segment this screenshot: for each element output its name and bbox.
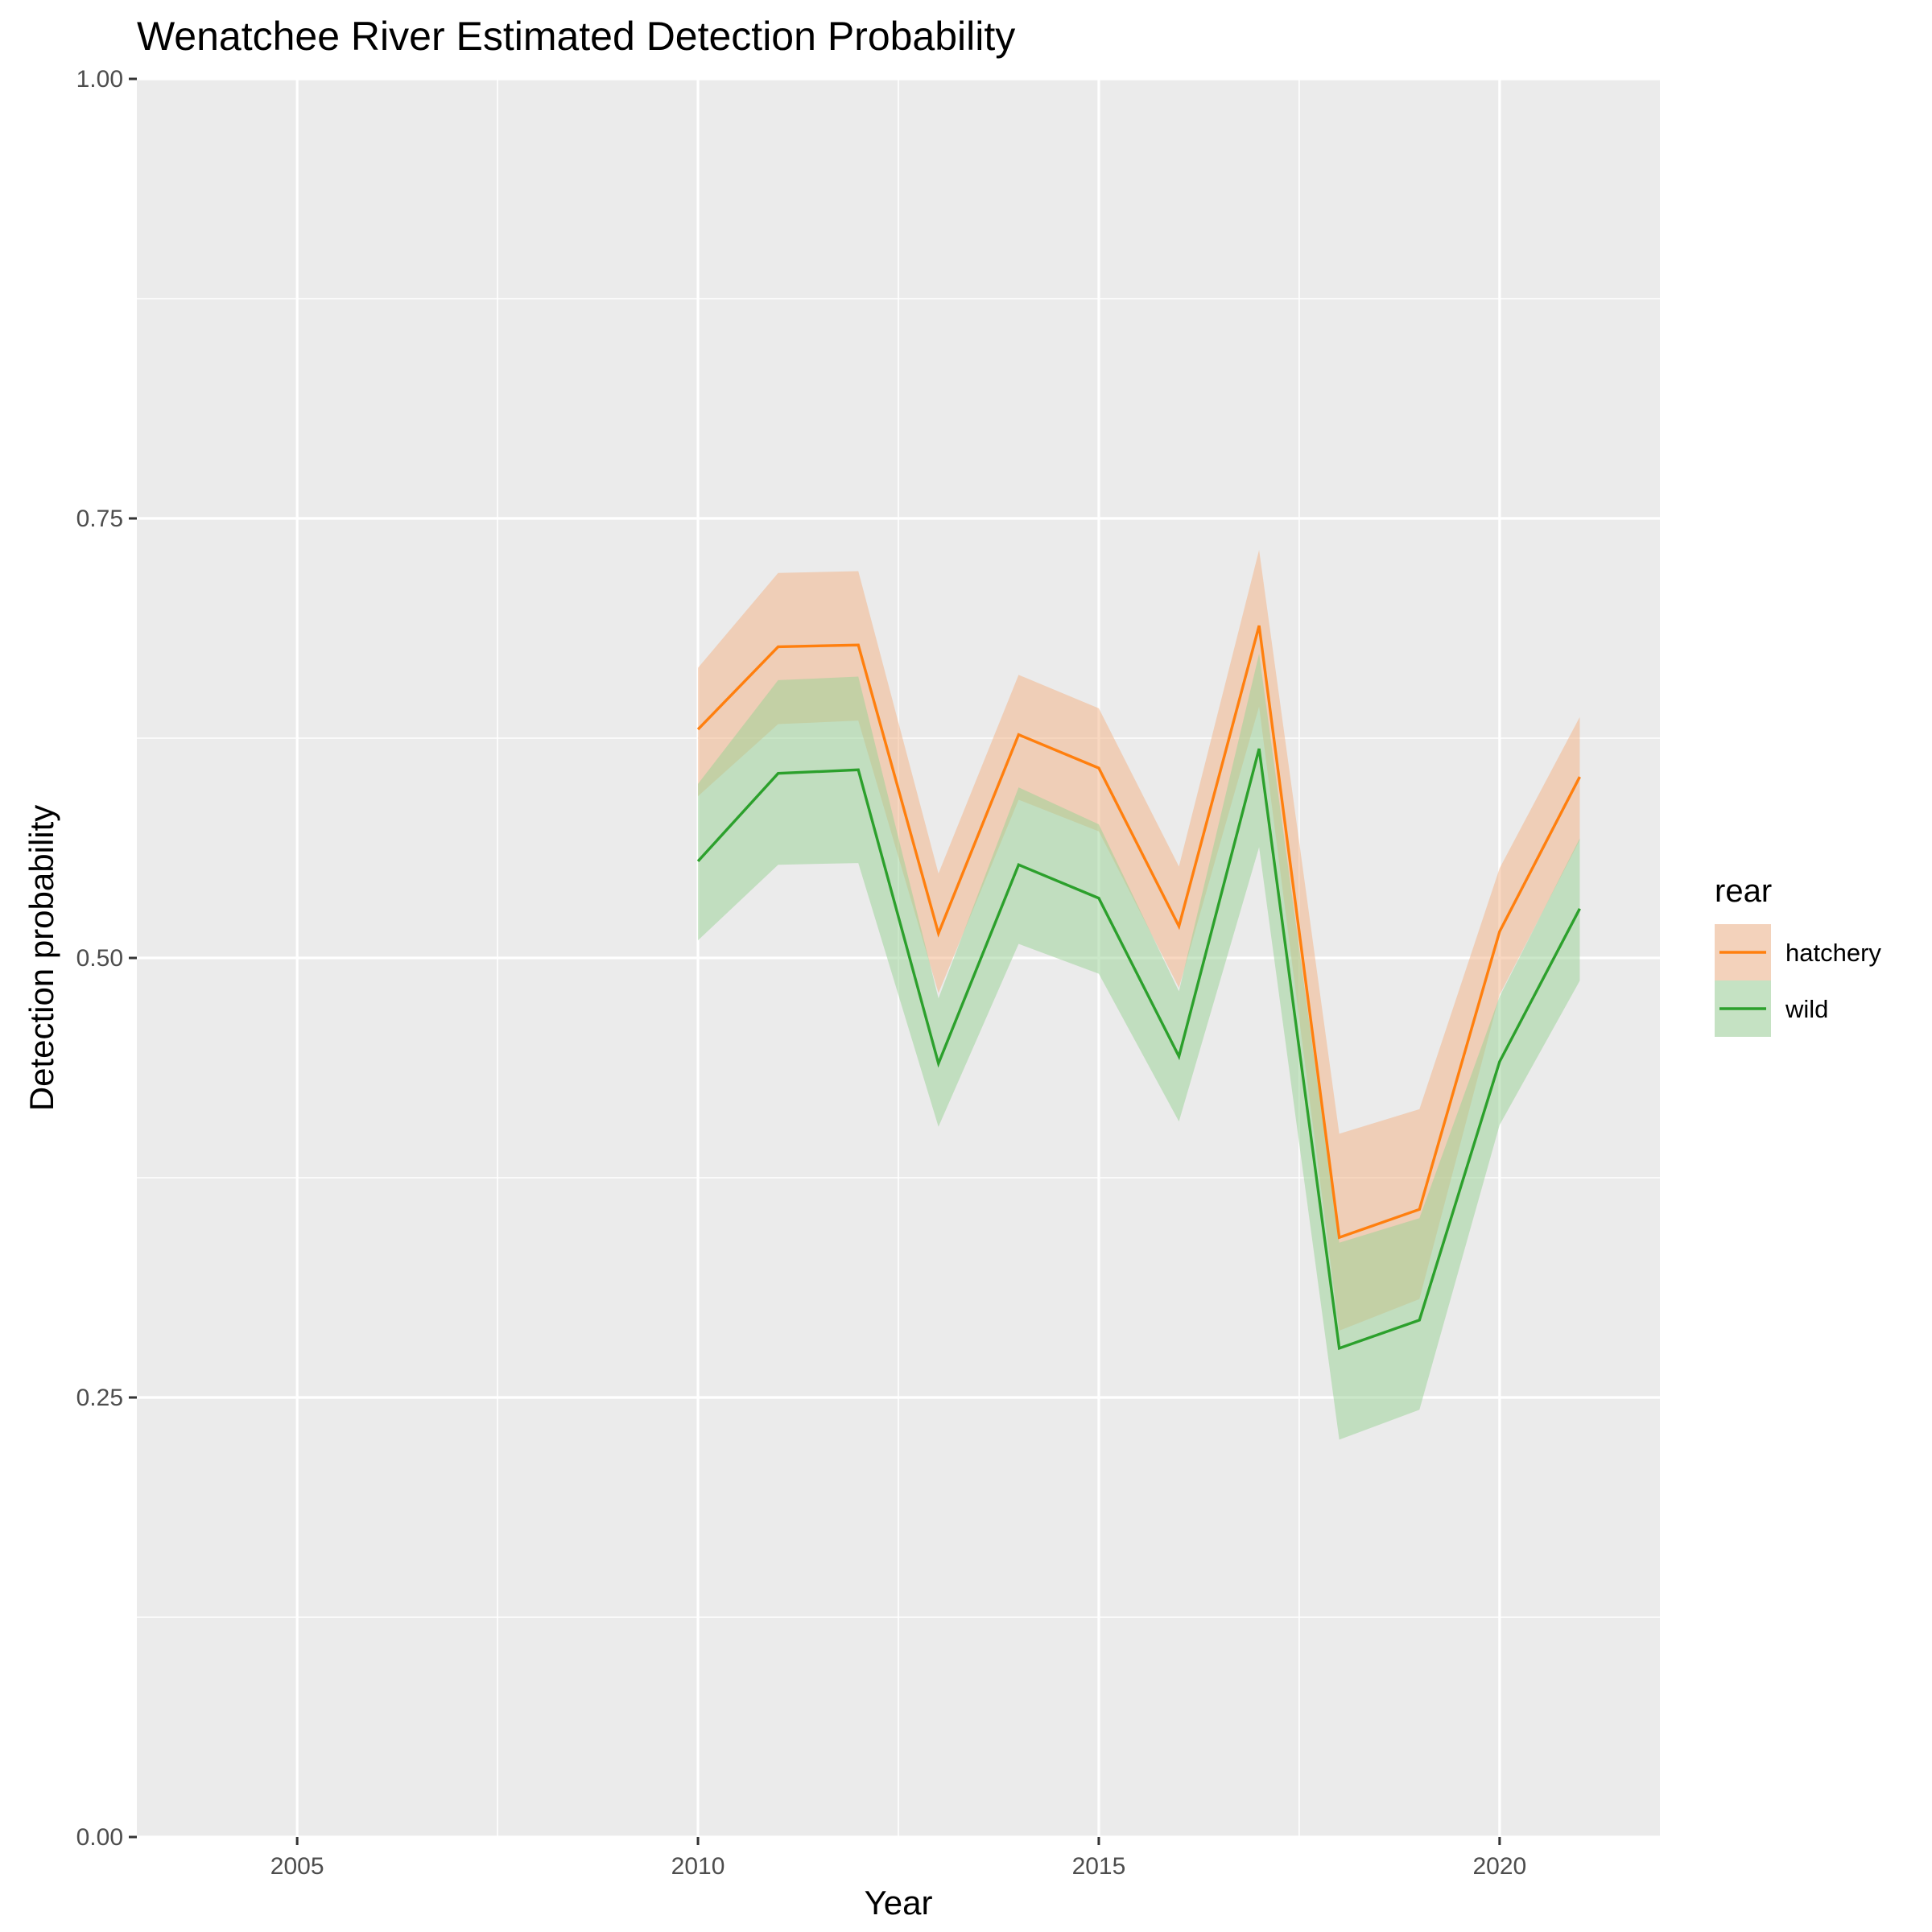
chart-title: Wenatchee River Estimated Detection Prob… — [137, 14, 1015, 59]
y-tick-label: 0.50 — [76, 945, 123, 972]
y-tick-label: 0.00 — [76, 1824, 123, 1851]
x-axis-title: Year — [865, 1884, 933, 1922]
y-tick-label: 0.25 — [76, 1385, 123, 1411]
series-lines — [696, 625, 1581, 1351]
series-line-wild — [696, 748, 1581, 1351]
legend-label-hatchery: hatchery — [1785, 939, 1881, 967]
x-tick-label: 2005 — [270, 1853, 324, 1880]
x-tick-label: 2010 — [671, 1853, 725, 1880]
legend: rear hatchery wild — [1715, 873, 1881, 1037]
x-tick-label: 2015 — [1072, 1853, 1126, 1880]
ribbon-hatchery — [698, 550, 1580, 1331]
confidence-ribbons — [698, 550, 1580, 1440]
y-axis-title: Detection probability — [23, 805, 60, 1112]
y-tick-label: 0.75 — [76, 506, 123, 532]
ribbon-wild — [698, 654, 1580, 1440]
y-tick-label: 1.00 — [76, 66, 123, 93]
legend-title: rear — [1715, 873, 1772, 909]
x-tick-label: 2020 — [1472, 1853, 1526, 1880]
axes: 0.00 0.25 0.50 0.75 1.00 2005 2010 2015 2020 — [76, 66, 1527, 1880]
legend-label-wild: wild — [1785, 995, 1828, 1023]
series-line-hatchery — [696, 625, 1581, 1240]
